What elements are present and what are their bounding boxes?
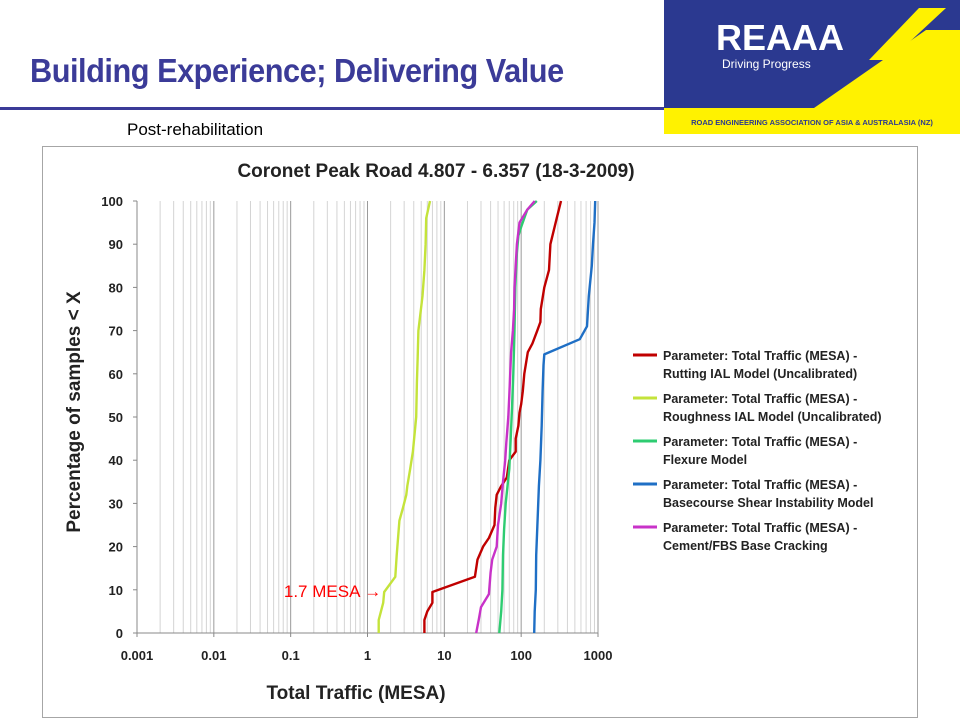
y-tick-label: 10 — [109, 583, 123, 598]
series-lines — [377, 200, 597, 634]
x-tick-label: 0.001 — [121, 648, 154, 663]
y-tick-label: 90 — [109, 237, 123, 252]
logo-org-name: ROAD ENGINEERING ASSOCIATION OF ASIA & A… — [691, 118, 933, 127]
annotation-1-7-mesa: 1.7 MESA → — [284, 582, 381, 601]
legend-entry-5: Parameter: Total Traffic (MESA) -Cement/… — [663, 521, 857, 553]
series-line-1 — [423, 200, 563, 633]
y-tick-labels: 0 10 20 30 40 50 60 70 80 90 100 — [101, 194, 137, 641]
gridlines — [136, 201, 599, 634]
x-tick-label: 100 — [510, 648, 532, 663]
y-tick-label: 100 — [101, 194, 123, 209]
reaaa-logo: REAAA Driving Progress ROAD ENGINEERING … — [664, 0, 960, 134]
slide-title: Building Experience; Delivering Value — [30, 52, 564, 89]
logo-swoosh-lower — [814, 30, 960, 108]
x-tick-label: 1000 — [584, 648, 613, 663]
y-tick-label: 80 — [109, 280, 123, 295]
y-tick-label: 0 — [116, 626, 123, 641]
legend: Parameter: Total Traffic (MESA) -Rutting… — [633, 349, 882, 553]
x-tick-label: 1 — [364, 648, 371, 663]
series-line-5 — [475, 200, 536, 634]
traffic-cdf-chart: Coronet Peak Road 4.807 - 6.357 (18-3-20… — [64, 161, 882, 704]
slide-subtitle: Post-rehabilitation — [127, 120, 264, 139]
title-divider — [0, 107, 664, 110]
logo-swoosh-upper — [869, 8, 946, 60]
x-tick-label: 10 — [437, 648, 451, 663]
x-tick-labels: 0.001 0.01 0.1 1 10 100 1000 — [121, 633, 613, 663]
legend-entry-2: Parameter: Total Traffic (MESA) -Roughne… — [663, 392, 882, 424]
logo-tagline: Driving Progress — [722, 57, 811, 71]
y-axis-label: Percentage of samples < X — [64, 291, 85, 533]
annotation: 1.7 MESA → — [284, 582, 381, 601]
legend-entry-3: Parameter: Total Traffic (MESA) -Flexure… — [663, 435, 857, 467]
y-tick-label: 30 — [109, 496, 123, 511]
y-tick-label: 20 — [109, 540, 123, 555]
y-tick-label: 70 — [109, 324, 123, 339]
logo-yellow-band — [664, 108, 960, 134]
legend-entry-4: Parameter: Total Traffic (MESA) -Basecou… — [663, 478, 874, 510]
annotation-arrow-icon: → — [364, 582, 381, 601]
y-tick-label: 60 — [109, 367, 123, 382]
x-tick-label: 0.1 — [282, 648, 300, 663]
series-line-2 — [377, 200, 432, 633]
series-line-4 — [533, 200, 597, 634]
chart-title: Coronet Peak Road 4.807 - 6.357 (18-3-20… — [237, 161, 634, 182]
chart-frame: Coronet Peak Road 4.807 - 6.357 (18-3-20… — [42, 146, 918, 718]
x-tick-label: 0.01 — [201, 648, 226, 663]
y-tick-label: 40 — [109, 453, 123, 468]
x-axis-label: Total Traffic (MESA) — [266, 683, 445, 704]
y-tick-label: 50 — [109, 410, 123, 425]
logo-wordmark: REAAA — [716, 17, 844, 58]
legend-entry-1: Parameter: Total Traffic (MESA) -Rutting… — [663, 349, 857, 381]
